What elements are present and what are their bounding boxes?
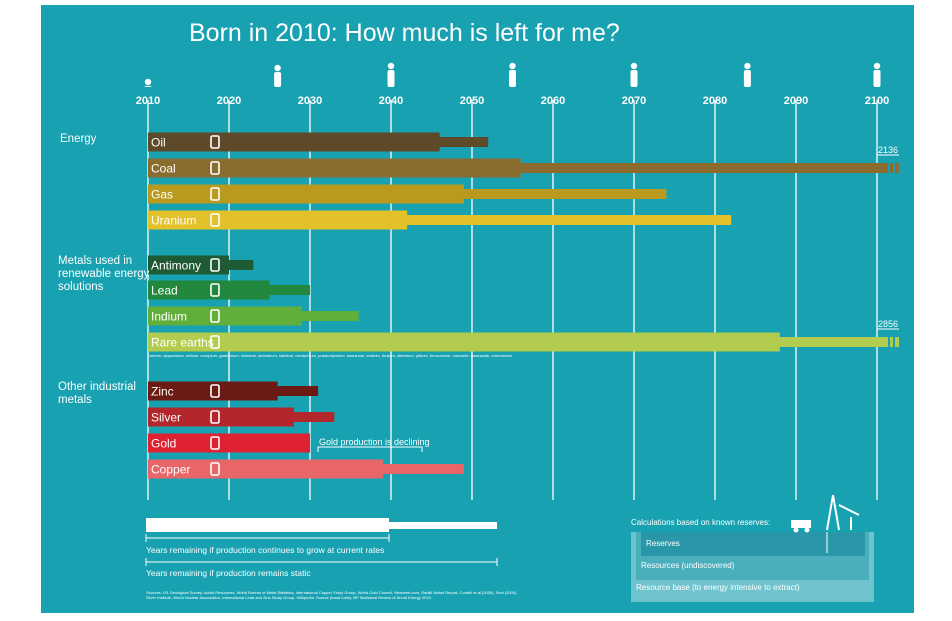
bar-growth-indium <box>148 306 302 326</box>
bar-static-silver <box>291 412 335 422</box>
bar-label-coal: Coal <box>151 162 176 176</box>
axis-break-rare-earths <box>888 336 890 348</box>
rare-earths-note: cerium, dysprosium, erbium, europium, ga… <box>149 353 512 358</box>
teen-figure-icon <box>387 62 395 87</box>
solar-panel-icon <box>210 309 220 323</box>
bar-label-lead: Lead <box>151 284 178 298</box>
bar-label-antimony: Antimony <box>151 259 201 273</box>
ring-icon <box>210 410 220 424</box>
car-icon <box>210 283 220 297</box>
bar-label-copper: Copper <box>151 463 190 477</box>
gold-annotation: Gold production is declining <box>317 437 430 452</box>
bar-growth-copper <box>148 459 383 479</box>
x-tick-label-2040: 2040 <box>379 95 403 107</box>
value-label-coal: 2136 <box>878 145 898 155</box>
bar-growth-gas <box>148 184 464 204</box>
axis-break-2-rare-earths <box>893 336 895 348</box>
gold-annotation-text: Gold production is declining <box>319 437 430 447</box>
elderly-figure-icon <box>873 62 881 87</box>
radiation-icon <box>210 213 220 227</box>
faucet-icon <box>210 462 220 476</box>
bar-label-oil: Oil <box>151 136 166 150</box>
page-title: Born in 2010: How much is left for me? <box>189 19 620 47</box>
elderly-couple-figure-icon <box>743 62 751 87</box>
bar-static-gas <box>461 189 667 199</box>
bar-label-indium: Indium <box>151 310 187 324</box>
bar-static-indium <box>299 311 359 321</box>
axis-break-coal <box>888 162 890 174</box>
bar-static-uranium <box>405 215 732 225</box>
oil-derrick-icon <box>826 494 860 553</box>
bar-growth-oil <box>148 132 440 152</box>
bar-growth-lead <box>148 280 270 300</box>
battery-icon <box>210 258 220 272</box>
bar-static-rare-earths <box>777 337 899 347</box>
saxophone-icon <box>210 384 220 398</box>
group-label-metals-renewable: Metals used in renewable energy solution… <box>58 255 150 293</box>
sources-note: Sources: US Geological Survey, Adroit Re… <box>146 590 518 600</box>
legend-static-label: Years remaining if production remains st… <box>146 568 311 578</box>
bar-label-gas: Gas <box>151 188 173 202</box>
bar-static-coal <box>518 163 899 173</box>
lightning-icon <box>210 161 220 175</box>
x-tick-label-2060: 2060 <box>541 95 565 107</box>
child-figure-icon <box>274 64 282 87</box>
bar-label-gold: Gold <box>151 437 176 451</box>
mining-truck-icon <box>791 520 811 533</box>
adult-figure-icon <box>630 62 638 87</box>
bar-growth-coal <box>148 158 521 178</box>
infographic-panel: 2010 2020 2030 2040 2050 2060 2070 2080 2090 2100… <box>41 5 914 613</box>
legend-growth-label: Years remaining if production continues … <box>146 545 385 555</box>
chart-svg: 2010 2020 2030 2040 2050 2060 2070 2080 2090 2100… <box>136 62 899 602</box>
x-tick-label-2080: 2080 <box>703 95 727 107</box>
wind-turbine-icon <box>210 335 220 349</box>
bar-growth-silver <box>148 407 294 427</box>
legend-reserves-label: Reserves <box>646 539 680 548</box>
x-tick-label-2030: 2030 <box>298 95 322 107</box>
axis-break-2-coal <box>893 162 895 174</box>
bar-growth-antimony <box>148 255 229 275</box>
value-label-rare-earths: 2856 <box>878 319 898 329</box>
x-tick-label-2010: 2010 <box>136 95 160 107</box>
bar-growth-rare-earths <box>148 332 780 352</box>
x-tick-label-2090: 2090 <box>784 95 808 107</box>
x-tick-label-2050: 2050 <box>460 95 484 107</box>
bar-growth-uranium <box>148 210 408 230</box>
baby-figure-icon <box>144 78 152 87</box>
bar-label-zinc: Zinc <box>151 385 174 399</box>
x-tick-label-2100: 2100 <box>865 95 889 107</box>
legend-resources-label: Resources (undiscovered) <box>641 561 735 570</box>
bar-static-lead <box>267 285 310 295</box>
group-label-industrial-metals: Other industrial metals <box>58 381 136 406</box>
x-tick-label-2020: 2020 <box>217 95 241 107</box>
lightning-icon <box>210 187 220 201</box>
group-label-energy: Energy <box>60 133 97 145</box>
bar-static-antimony <box>227 260 254 270</box>
family-figure-icon <box>509 62 516 87</box>
x-tick-label-2070: 2070 <box>622 95 646 107</box>
legend-static-bar <box>389 522 497 529</box>
reserves-heading: Calculations based on known reserves: <box>631 518 771 527</box>
bar-static-oil <box>437 137 489 147</box>
bar-growth-gold <box>148 433 310 453</box>
legend-resource-base-label: Resource base (to energy intensive to ex… <box>636 583 800 592</box>
fuel-pump-icon <box>210 135 220 149</box>
legend-growth-bar <box>146 518 389 532</box>
bar-growth-zinc <box>148 381 278 401</box>
legend-reserves-box <box>641 532 865 556</box>
phone-icon <box>210 436 220 450</box>
bar-static-zinc <box>275 386 319 396</box>
bar-static-copper <box>380 464 464 474</box>
bar-label-silver: Silver <box>151 411 181 425</box>
bar-label-uranium: Uranium <box>151 214 196 228</box>
bar-label-rare-earths: Rare earths <box>151 336 214 350</box>
